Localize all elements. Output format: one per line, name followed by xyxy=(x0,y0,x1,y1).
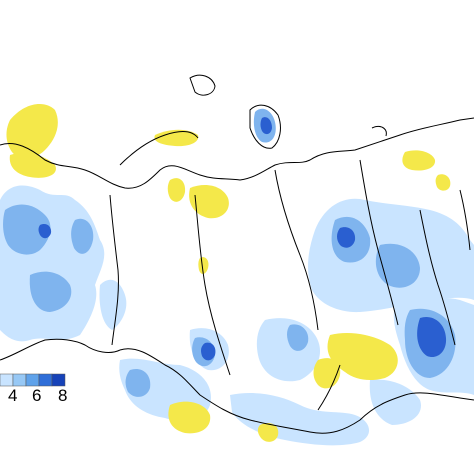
inner-boundary-urals xyxy=(109,194,119,346)
europe-strong-region xyxy=(38,223,52,239)
strong-blue-regions xyxy=(38,117,447,361)
yamal-yellow-region xyxy=(189,185,229,219)
transbaikal-yellow-region xyxy=(327,333,398,380)
europe-central-light-region xyxy=(99,279,127,330)
lake-baikal-outline xyxy=(317,364,341,411)
light-blue-regions xyxy=(0,185,474,446)
inner-boundary-east xyxy=(359,159,399,326)
southern-border xyxy=(119,348,474,434)
yakutia-medium-region xyxy=(375,243,420,288)
west-siberia-yellow-region xyxy=(167,178,186,202)
far-east-strong-region xyxy=(417,316,447,358)
south-yellow-region xyxy=(257,423,279,442)
novaya-zemlya-yellow-region xyxy=(154,129,199,147)
amur-light-region xyxy=(369,379,421,425)
inner-boundary-yenisei xyxy=(194,194,231,376)
taymyr-outline xyxy=(249,104,281,149)
legend-bin-5 xyxy=(51,373,66,387)
sayan-medium-region xyxy=(125,368,151,397)
inner-boundary-lena xyxy=(274,169,319,331)
legend-bin-3 xyxy=(25,373,40,387)
taymyr-strong-region xyxy=(260,117,272,135)
yakutia-strong-region xyxy=(337,227,356,248)
legend-tick-6: 6 xyxy=(32,386,42,405)
arctic-island-1-outline xyxy=(189,74,216,96)
mongolia-border-light-region xyxy=(230,393,370,446)
baikal-yellow-region xyxy=(313,358,341,389)
north-chukotka-yellow-region xyxy=(402,150,436,171)
boundary-lines xyxy=(0,74,474,434)
medium-blue-regions xyxy=(3,108,456,397)
legend-bin-1 xyxy=(0,373,14,387)
yellow-regions xyxy=(6,104,451,442)
kamchatka-coast xyxy=(459,189,471,251)
novaya-zemlya-outline xyxy=(119,131,199,166)
legend-tick-8: 8 xyxy=(58,386,68,405)
color-legend xyxy=(0,373,66,387)
sakhalin-yellow-region xyxy=(435,174,451,191)
legend-bin-4 xyxy=(38,373,53,387)
legend-bin-2 xyxy=(12,373,27,387)
legend-tick-4: 4 xyxy=(8,386,18,405)
west-border xyxy=(0,338,121,361)
arctic-island-2-outline xyxy=(371,125,387,137)
europe-south-medium-region xyxy=(29,271,72,312)
northern-coastline xyxy=(0,117,474,189)
kola-yellow-region xyxy=(9,153,56,178)
baikal-strong-region xyxy=(201,342,216,361)
yenisei-yellow-region xyxy=(198,257,209,274)
ural-medium-region xyxy=(71,218,94,254)
transbaikal-medium-region xyxy=(287,324,309,351)
europe-west-medium-region xyxy=(3,204,51,255)
inner-boundary-far-east xyxy=(419,209,456,346)
altai-yellow-region xyxy=(168,401,211,434)
